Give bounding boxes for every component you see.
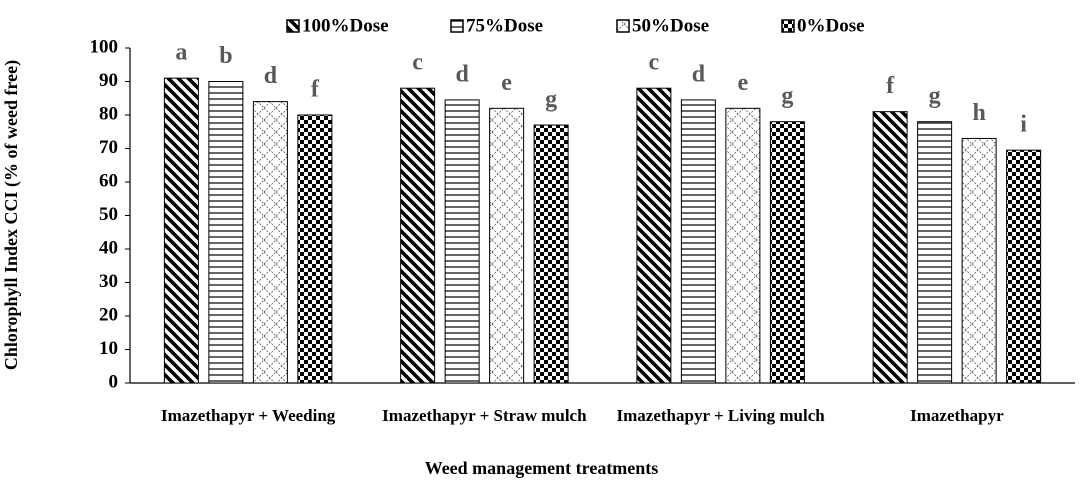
y-tick-label: 0 [109,371,119,392]
significance-letter: g [929,83,941,109]
y-axis-label: Chlorophyll Index CCI (% of weed free) [1,59,21,371]
bar [636,87,672,384]
bar [769,121,805,384]
bar [872,111,908,384]
significance-letter: g [545,87,557,113]
bar [208,81,244,384]
significance-letter: h [972,100,985,126]
y-tick-label: 70 [99,137,118,158]
y-tick-label: 90 [99,70,118,91]
bar [163,77,199,384]
legend-label: 0%Dose [797,15,865,36]
bar [297,114,333,384]
significance-letter: f [886,73,895,99]
x-tick-label: Imazethapyr [910,406,1004,425]
significance-letter: c [649,50,660,76]
bar [1006,149,1042,384]
x-axis-label: Weed management treatments [424,458,659,478]
significance-letter: b [219,43,232,69]
bar [533,124,569,384]
bar [252,101,288,384]
bar [725,107,761,384]
significance-letter: d [455,61,469,87]
y-tick-label: 20 [99,304,118,325]
legend-label: 100%Dose [302,15,389,36]
significance-letter: e [501,70,512,96]
legend-swatch [286,19,300,33]
bar [961,137,997,384]
bar [680,99,716,384]
y-tick-label: 50 [99,204,118,225]
significance-letter: a [175,40,187,66]
x-tick-label: Imazethapyr + Weeding [160,406,336,425]
x-tick-label: Imazethapyr + Living mulch [616,406,825,425]
significance-letter: d [692,61,706,87]
y-tick-label: 40 [99,237,118,258]
y-tick-label: 30 [99,271,118,292]
y-tick-label: 60 [99,170,118,191]
bar [444,99,480,384]
legend-label: 75%Dose [466,15,543,36]
legend-swatch [450,19,464,33]
significance-letter: c [412,50,423,76]
y-tick-label: 100 [90,36,119,57]
bar [917,121,953,384]
significance-letter: d [264,63,278,89]
significance-letter: i [1020,112,1027,138]
legend-label: 50%Dose [632,15,709,36]
significance-letter: f [311,77,320,103]
bar [400,87,436,384]
significance-letter: e [738,70,749,96]
y-tick-label: 10 [99,338,118,359]
y-tick-label: 80 [99,103,118,124]
legend-swatch [616,19,630,33]
bar [489,107,525,384]
significance-letter: g [781,83,793,109]
legend-swatch [781,19,795,33]
x-tick-label: Imazethapyr + Straw mulch [382,406,587,425]
